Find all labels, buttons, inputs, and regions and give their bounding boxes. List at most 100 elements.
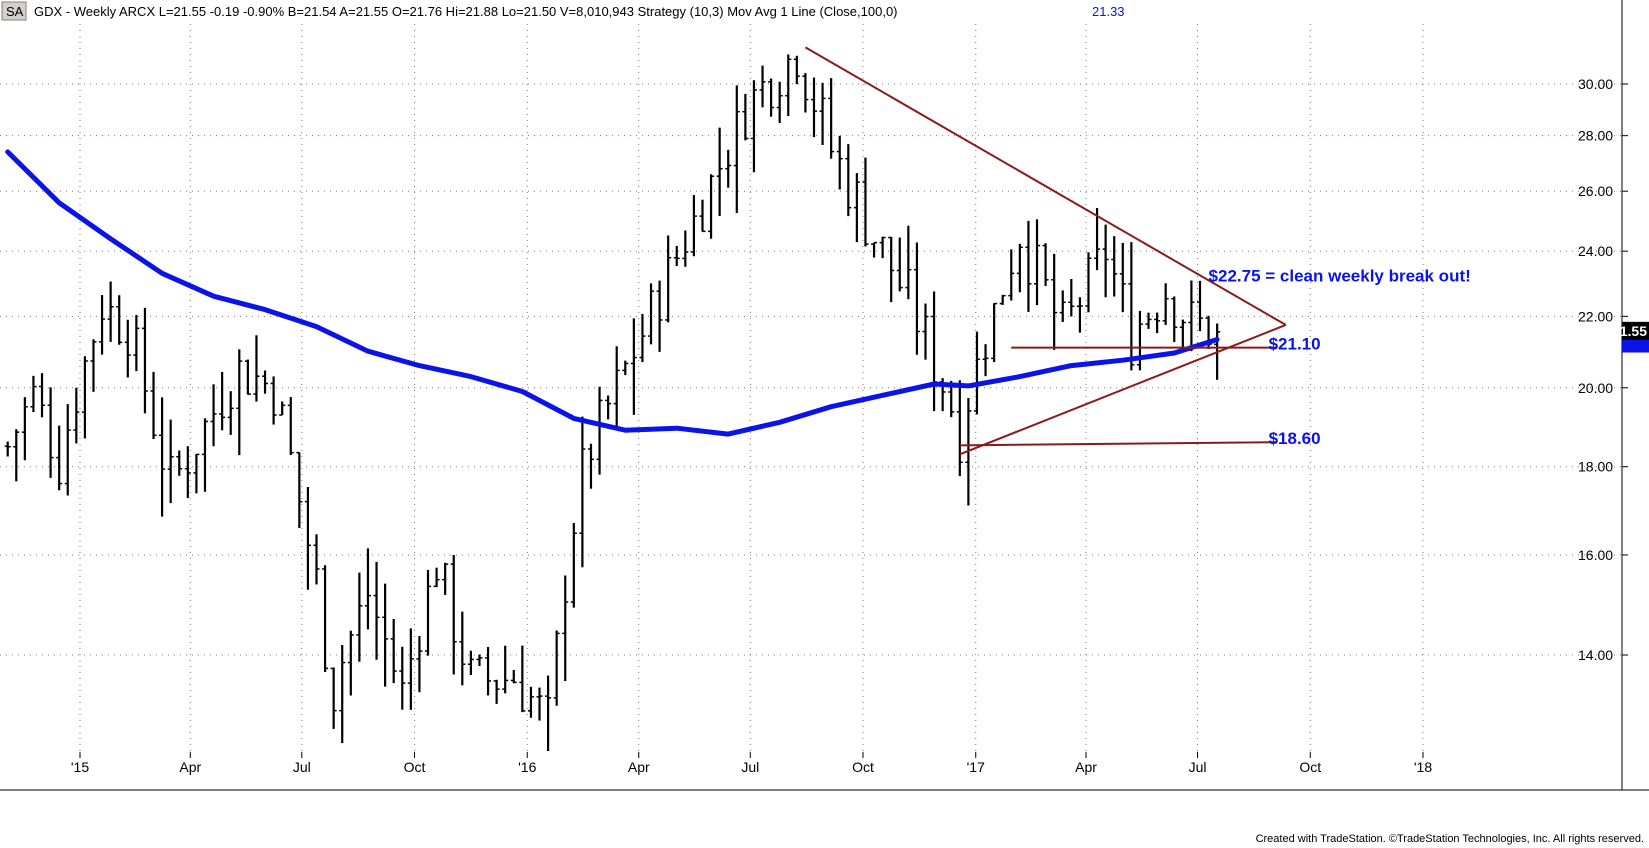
ohlc-bar: [407, 628, 414, 710]
y-tick-label: 28.00: [1578, 128, 1613, 144]
ohlc-bar: [896, 237, 903, 292]
ohlc-bar: [339, 645, 346, 744]
ohlc-bar: [356, 572, 363, 662]
ohlc-bar: [510, 669, 517, 684]
ohlc-bar: [690, 195, 697, 257]
x-axis: '15 Apr Jul Oct '16 Apr Jul Oct '17 Apr Jul Oct '18: [71, 752, 1432, 775]
ohlc-bar: [1068, 278, 1075, 317]
ohlc-bar: [459, 611, 466, 686]
ohlc-bar: [502, 645, 509, 694]
ohlc-bar: [913, 242, 920, 355]
ohlc-bar: [90, 339, 97, 392]
x-tick-label: '17: [967, 759, 985, 775]
ohlc-bar: [570, 523, 577, 608]
ohlc-bar: [1085, 252, 1092, 313]
ohlc-bar: [1188, 280, 1195, 352]
ohlc-bar: [390, 619, 397, 684]
ohlc-bar: [287, 397, 294, 456]
ohlc-bar: [1196, 280, 1203, 332]
ohlc-bar: [399, 646, 406, 710]
ohlc-bar: [716, 127, 723, 216]
y-axis: 30.00 28.00 26.00 24.00 22.00 20.00 18.00 16.00…: [1578, 76, 1628, 663]
ohlc-bar: [150, 371, 157, 439]
ohlc-bar: [733, 85, 740, 214]
ohlc-bar: [296, 451, 303, 529]
ohlc-bar: [1025, 220, 1032, 312]
ohlc-bar: [871, 241, 878, 258]
ohlc-bar: [991, 302, 998, 363]
y-tick-label: 22.00: [1578, 308, 1613, 324]
ohlc-bar: [450, 555, 457, 675]
ohlc-bar: [416, 636, 423, 693]
ohlc-bar: [1016, 243, 1023, 293]
ohlc-bar: [853, 173, 860, 243]
ohlc-bar: [639, 313, 646, 363]
ohlc-bar: [467, 650, 474, 675]
ohlc-bar: [253, 335, 260, 402]
ohlc-bar: [493, 679, 500, 704]
ohlc-bar: [768, 78, 775, 117]
ma-value-tag: [1622, 337, 1649, 353]
y-tick-label: 18.00: [1578, 459, 1613, 475]
ohlc-bar: [382, 583, 389, 687]
ohlc-bar: [56, 425, 63, 491]
ohlc-bar: [64, 404, 71, 496]
symbol-badge-label: SA: [6, 4, 24, 19]
ohlc-bar: [1162, 283, 1169, 325]
header-quote-text: GDX - Weekly ARCX L=21.55 -0.19 -0.90% B…: [34, 4, 898, 19]
ohlc-bar: [879, 236, 886, 259]
ohlc-bar: [167, 419, 174, 504]
trendline: [804, 46, 1287, 326]
ohlc-bar: [1094, 207, 1101, 271]
ohlc-bar: [201, 418, 208, 492]
ohlc-bar: [485, 647, 492, 696]
ohlc-bar: [613, 346, 620, 430]
ohlc-bar: [973, 331, 980, 415]
ohlc-bar: [322, 565, 329, 672]
last-price-tag: [1622, 321, 1649, 340]
x-tick-label: '15: [71, 759, 89, 775]
ohlc-bar: [1179, 319, 1186, 351]
ohlc-bar: [519, 645, 526, 713]
ohlc-bar: [845, 144, 852, 217]
ohlc-bar: [1154, 312, 1161, 334]
ohlc-bar: [184, 446, 191, 499]
ohlc-bar: [759, 65, 766, 108]
ohlc-bar: [648, 283, 655, 345]
ohlc-bar: [73, 387, 80, 444]
ohlc-bar: [1042, 243, 1049, 287]
x-tick-label: Jul: [1189, 759, 1207, 775]
ohlc-bar: [776, 81, 783, 124]
ohlc-bar: [656, 280, 663, 352]
ohlc-bar: [785, 54, 792, 116]
ohlc-bar: [1076, 297, 1083, 333]
price-tags: 21.55: [1612, 321, 1649, 353]
ohlc-bar: [141, 307, 148, 414]
ohlc-bar: [13, 429, 20, 482]
ohlc-bar: [750, 80, 757, 173]
ohlc-bar: [1008, 249, 1015, 301]
ohlc-bar: [587, 443, 594, 489]
ohlc-bar: [562, 575, 569, 681]
x-tick-label: Apr: [1075, 759, 1097, 775]
ohlc-bar: [270, 376, 277, 425]
ohlc-bar: [313, 534, 320, 585]
ohlc-bar: [39, 373, 46, 418]
ohlc-bar: [802, 73, 809, 113]
ohlc-bar: [279, 401, 286, 416]
y-tick-label: 16.00: [1578, 547, 1613, 563]
x-tick-label: Oct: [852, 759, 874, 775]
ohlc-bar: [99, 295, 106, 355]
annotations: $22.75 = clean weekly break out! $21.10 $1…: [1209, 266, 1471, 448]
ohlc-bar: [210, 384, 217, 447]
ohlc-bar: [922, 303, 929, 360]
price-bars: [4, 54, 1221, 752]
x-tick-label: Jul: [741, 759, 759, 775]
symbol-badge[interactable]: [1, 1, 27, 21]
ohlc-bar: [673, 245, 680, 267]
ohlc-bar: [364, 548, 371, 630]
ohlc-bar: [630, 318, 637, 415]
ohlc-bar: [605, 395, 612, 420]
ohlc-bar: [888, 236, 895, 303]
